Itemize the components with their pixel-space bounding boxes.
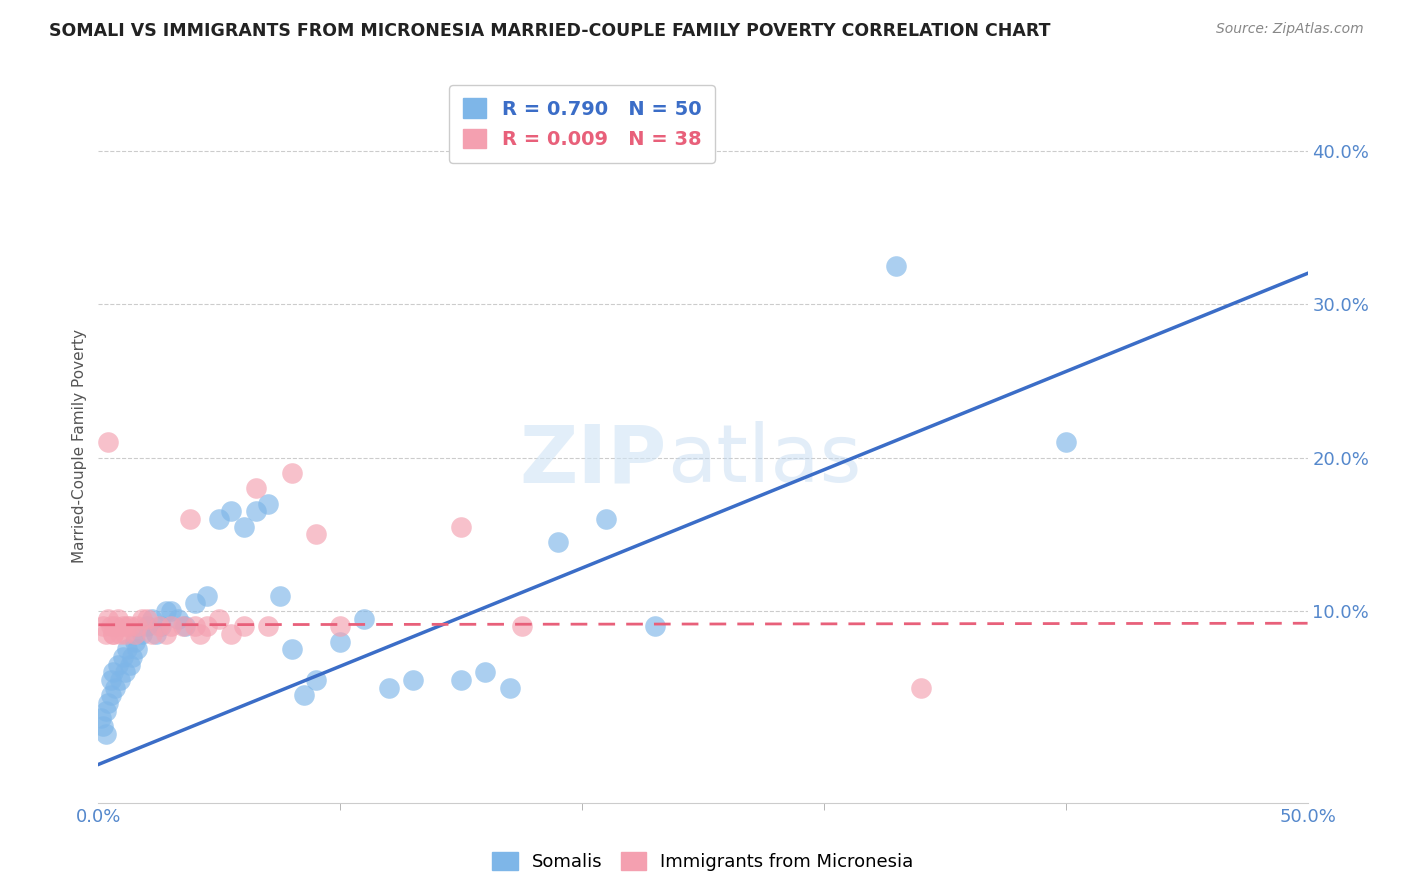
Point — [160, 619, 183, 633]
Point — [172, 619, 194, 633]
Point — [305, 527, 328, 541]
Point — [104, 619, 127, 633]
Point — [100, 619, 122, 633]
Point — [141, 627, 163, 641]
Point — [510, 619, 533, 633]
Text: atlas: atlas — [666, 421, 860, 500]
Legend: R = 0.790   N = 50, R = 0.009   N = 38: R = 0.790 N = 50, R = 0.009 N = 38 — [449, 85, 716, 162]
Point — [101, 627, 124, 641]
Point — [269, 589, 291, 603]
Point — [148, 619, 170, 633]
Point — [281, 466, 304, 480]
Point — [402, 673, 425, 687]
Point — [111, 650, 134, 665]
Point — [104, 681, 127, 695]
Point — [155, 604, 177, 618]
Point — [97, 435, 120, 450]
Point — [595, 512, 617, 526]
Text: SOMALI VS IMMIGRANTS FROM MICRONESIA MARRIED-COUPLE FAMILY POVERTY CORRELATION C: SOMALI VS IMMIGRANTS FROM MICRONESIA MAR… — [49, 22, 1050, 40]
Point — [91, 719, 114, 733]
Point — [1054, 435, 1077, 450]
Point — [474, 665, 496, 680]
Point — [101, 627, 124, 641]
Point — [90, 711, 112, 725]
Point — [127, 642, 149, 657]
Point — [101, 665, 124, 680]
Point — [644, 619, 666, 633]
Point — [281, 642, 304, 657]
Point — [450, 519, 472, 533]
Point — [155, 627, 177, 641]
Point — [353, 612, 375, 626]
Point — [100, 689, 122, 703]
Point — [377, 681, 399, 695]
Point — [135, 619, 157, 633]
Point — [886, 259, 908, 273]
Y-axis label: Married-Couple Family Poverty: Married-Couple Family Poverty — [72, 329, 87, 563]
Point — [256, 619, 278, 633]
Point — [94, 627, 117, 641]
Point — [450, 673, 472, 687]
Point — [208, 512, 231, 526]
Point — [97, 612, 120, 626]
Point — [195, 619, 218, 633]
Point — [221, 504, 243, 518]
Point — [108, 673, 131, 687]
Point — [111, 619, 134, 633]
Point — [107, 612, 129, 626]
Point — [107, 657, 129, 672]
Point — [118, 657, 141, 672]
Point — [232, 619, 254, 633]
Point — [256, 497, 278, 511]
Point — [117, 642, 139, 657]
Point — [94, 704, 117, 718]
Point — [114, 665, 136, 680]
Text: ZIP: ZIP — [519, 421, 666, 500]
Point — [121, 650, 143, 665]
Point — [498, 681, 520, 695]
Point — [167, 612, 190, 626]
Point — [232, 519, 254, 533]
Point — [150, 619, 173, 633]
Point — [118, 619, 141, 633]
Point — [91, 619, 114, 633]
Point — [547, 535, 569, 549]
Point — [329, 634, 352, 648]
Point — [145, 627, 167, 641]
Point — [124, 634, 146, 648]
Text: Source: ZipAtlas.com: Source: ZipAtlas.com — [1216, 22, 1364, 37]
Point — [135, 612, 157, 626]
Point — [188, 627, 211, 641]
Point — [131, 627, 153, 641]
Point — [195, 589, 218, 603]
Point — [108, 627, 131, 641]
Point — [174, 619, 197, 633]
Point — [184, 619, 207, 633]
Point — [245, 481, 267, 495]
Point — [329, 619, 352, 633]
Point — [292, 689, 315, 703]
Point — [184, 596, 207, 610]
Legend: Somalis, Immigrants from Micronesia: Somalis, Immigrants from Micronesia — [485, 845, 921, 879]
Point — [94, 727, 117, 741]
Point — [141, 612, 163, 626]
Point — [160, 604, 183, 618]
Point — [208, 612, 231, 626]
Point — [305, 673, 328, 687]
Point — [910, 681, 932, 695]
Point — [114, 627, 136, 641]
Point — [124, 627, 146, 641]
Point — [100, 673, 122, 687]
Point — [127, 619, 149, 633]
Point — [131, 612, 153, 626]
Point — [221, 627, 243, 641]
Point — [117, 619, 139, 633]
Point — [97, 696, 120, 710]
Point — [179, 512, 201, 526]
Point — [245, 504, 267, 518]
